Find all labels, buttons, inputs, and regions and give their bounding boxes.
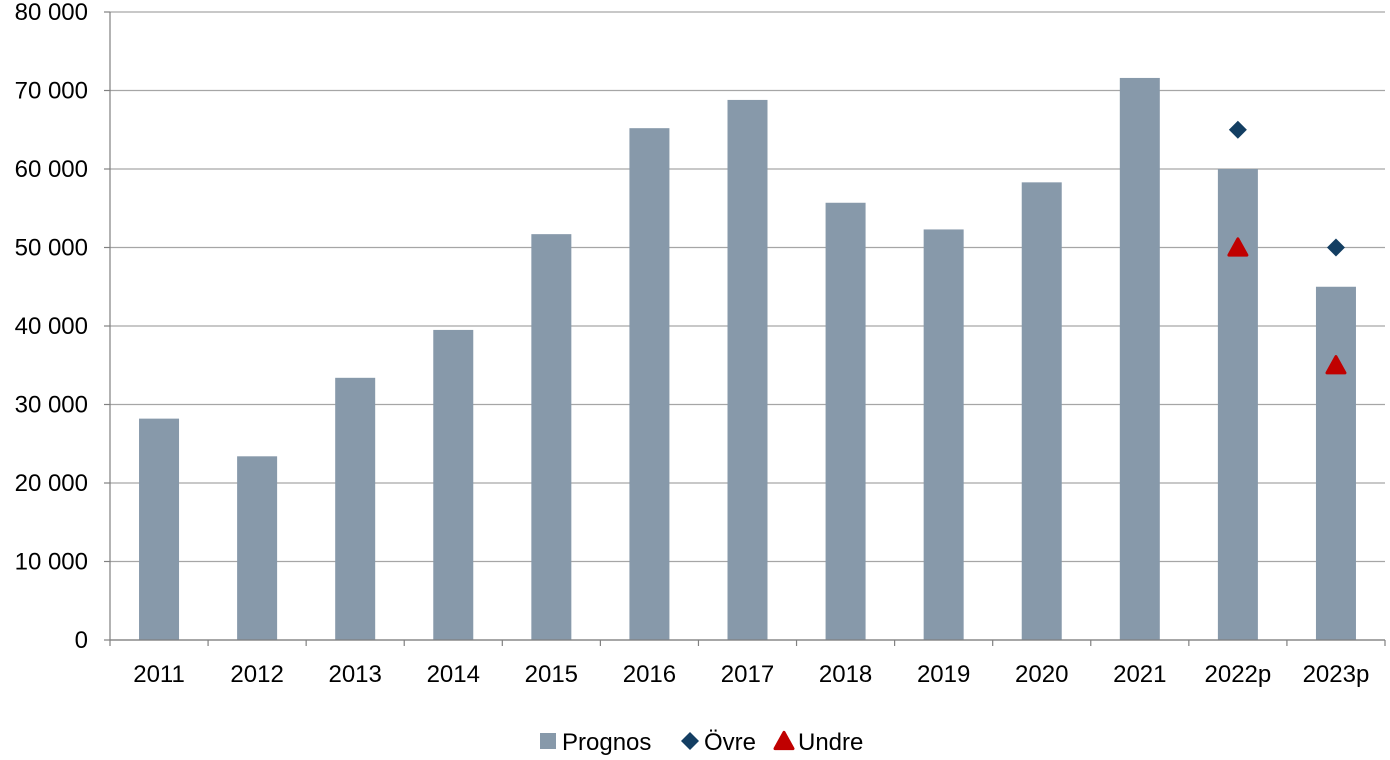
x-tick-label: 2016: [623, 661, 676, 688]
y-tick-label: 0: [75, 627, 88, 654]
legend-label: Undre: [798, 729, 863, 756]
x-axis: 2011 2012 2013 2014 2015 2016 2017 2018 2019 2020…: [109, 639, 1386, 688]
x-tick-label: 2011: [133, 661, 185, 688]
triangle-marker: [1325, 355, 1347, 375]
x-tick-label: 2013: [328, 661, 381, 688]
bar: [727, 99, 768, 641]
bar: [923, 229, 964, 640]
x-tick-label: 2023p: [1303, 661, 1370, 688]
x-tick-label: 2012: [230, 661, 283, 688]
legend-label: Prognos: [562, 729, 651, 756]
x-tick-label: 2021: [1113, 661, 1166, 688]
x-tick-label: 2022p: [1205, 661, 1272, 688]
y-tick-label: 50 000: [15, 235, 88, 262]
y-tick-label: 80 000: [15, 0, 88, 26]
diamond-marker: [1228, 120, 1247, 139]
bar: [629, 128, 670, 640]
x-tick-label: 2020: [1015, 661, 1068, 688]
legend: Prognos Övre Undre: [540, 729, 863, 756]
y-tick-label: 40 000: [15, 313, 88, 340]
bars: [139, 77, 1356, 641]
bar: [139, 418, 180, 640]
legend-swatch-prognos: [540, 733, 556, 749]
x-tick-label: 2019: [917, 661, 970, 688]
triangle-marker: [1227, 237, 1249, 257]
x-tick-label: 2015: [525, 661, 578, 688]
y-tick-label: 20 000: [15, 470, 88, 497]
legend-label: Övre: [704, 729, 756, 756]
bar: [237, 456, 278, 640]
bar: [433, 329, 474, 640]
diamond-marker: [1326, 238, 1345, 257]
legend-swatch-ovre: [681, 732, 699, 750]
y-tick-label: 10 000: [15, 549, 88, 576]
x-tick-label: 2017: [721, 661, 774, 688]
bar: [335, 377, 376, 640]
bar: [1021, 182, 1062, 640]
y-tick-label: 60 000: [15, 156, 88, 183]
bar: [1315, 286, 1356, 640]
bar: [1119, 77, 1160, 640]
legend-swatch-undre: [773, 730, 795, 751]
bar: [531, 234, 572, 640]
y-tick-label: 70 000: [15, 78, 88, 105]
markers: [1227, 120, 1347, 375]
x-tick-label: 2014: [427, 661, 480, 688]
y-axis: 0 10 000 20 000 30 000 40 000 50 000 60 000 70 …: [15, 0, 111, 654]
bar: [825, 202, 866, 640]
y-tick-label: 30 000: [15, 392, 88, 419]
x-tick-label: 2018: [819, 661, 872, 688]
